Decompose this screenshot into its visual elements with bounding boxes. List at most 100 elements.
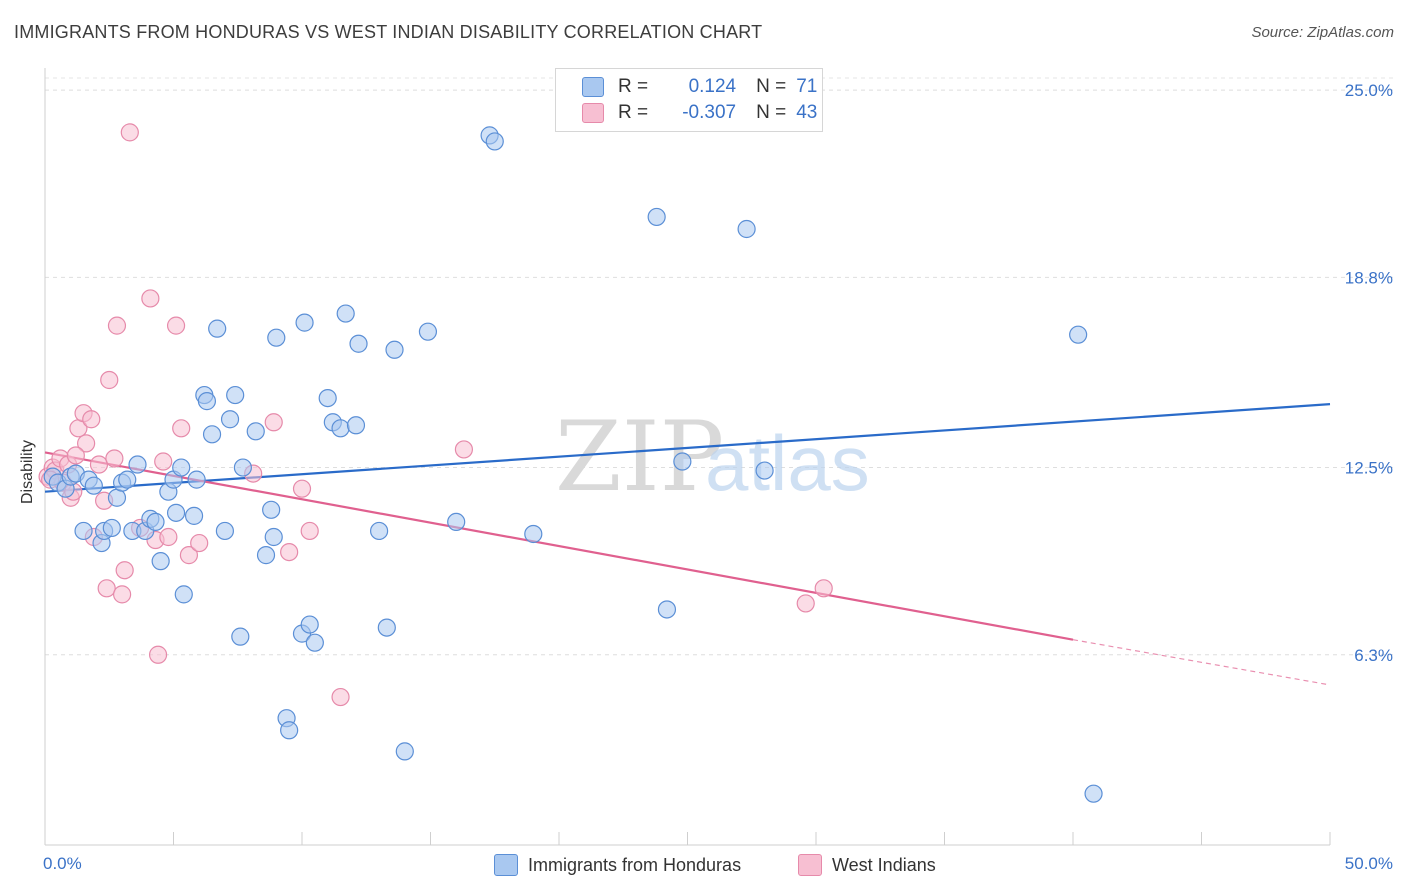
point-honduras <box>1069 325 1088 344</box>
point-honduras <box>318 388 337 408</box>
legend-r-label: R = <box>618 76 649 97</box>
point-honduras <box>166 503 186 522</box>
point-west-indian <box>115 561 134 580</box>
point-honduras <box>118 470 137 489</box>
point-honduras <box>737 219 756 239</box>
point-honduras <box>197 392 217 411</box>
y-tick-label: 18.8% <box>1345 268 1393 287</box>
point-honduras <box>233 458 252 477</box>
point-honduras <box>84 476 103 495</box>
point-west-indian <box>82 410 101 429</box>
point-west-indian <box>89 455 109 474</box>
point-honduras <box>215 521 234 541</box>
tick-labels: 6.3% 12.5% 18.8% 25.0% 0.0% 50.0% Disability <box>19 81 1393 873</box>
point-west-indian <box>264 413 283 432</box>
watermark: ZIP atlas <box>555 401 870 513</box>
point-west-indian <box>179 546 199 565</box>
point-honduras <box>1084 784 1103 803</box>
trend-line-west-indian <box>44 451 1074 641</box>
legend-r-label: R = <box>618 102 649 123</box>
point-west-indian <box>66 446 85 465</box>
point-honduras <box>647 207 666 227</box>
point-west-indian <box>112 585 132 604</box>
point-west-indian <box>166 316 186 335</box>
chart-title: IMMIGRANTS FROM HONDURAS VS WEST INDIAN … <box>14 22 763 42</box>
point-west-indian <box>100 370 119 390</box>
legend-label-honduras: Immigrants from Honduras <box>528 854 742 875</box>
point-honduras <box>231 627 250 646</box>
point-honduras <box>349 334 368 353</box>
x-tick-label-max: 50.0% <box>1345 854 1393 873</box>
legend-n-label: N = <box>756 102 787 123</box>
point-honduras <box>346 416 366 435</box>
point-honduras <box>370 521 389 541</box>
point-honduras <box>246 422 265 441</box>
point-honduras <box>267 328 286 347</box>
point-honduras <box>264 527 283 547</box>
source-label: Source: ZipAtlas.com <box>1251 24 1394 41</box>
point-honduras <box>74 521 93 541</box>
point-honduras <box>107 488 127 507</box>
axes <box>44 68 1331 846</box>
legend-swatch-blue <box>582 77 604 97</box>
y-tick-label: 12.5% <box>1345 459 1393 478</box>
point-west-indian <box>120 123 139 142</box>
point-honduras <box>305 633 324 652</box>
point-honduras <box>151 552 170 571</box>
point-honduras <box>187 470 206 489</box>
point-honduras <box>377 618 396 637</box>
point-honduras <box>447 512 466 532</box>
point-west-indian <box>814 579 833 598</box>
point-honduras <box>673 452 692 471</box>
point-honduras <box>300 615 319 634</box>
gridlines <box>45 77 1395 656</box>
point-honduras <box>485 132 504 151</box>
correlation-legend: R = 0.124 N = 71 R = -0.307 N = 43 <box>555 68 823 132</box>
point-honduras <box>256 546 276 565</box>
point-honduras <box>262 500 281 519</box>
point-honduras <box>202 425 222 444</box>
legend-r-value: 0.124 <box>688 76 737 97</box>
point-west-indian <box>154 452 173 471</box>
legend-n-value: 71 <box>796 76 818 97</box>
legend-swatch-blue <box>494 854 518 876</box>
point-honduras <box>172 458 191 477</box>
point-west-indian <box>105 449 124 468</box>
point-west-indian <box>796 594 815 613</box>
point-honduras <box>395 742 414 761</box>
point-west-indian <box>280 542 299 562</box>
legend-n-label: N = <box>756 76 787 97</box>
legend-row-westindian: R = -0.307 N = 43 <box>556 100 817 126</box>
point-west-indian <box>172 419 191 438</box>
point-honduras <box>280 721 299 740</box>
point-honduras <box>385 340 404 359</box>
y-tick-label: 6.3% <box>1354 646 1393 665</box>
point-west-indian <box>300 521 319 541</box>
point-honduras <box>657 600 677 619</box>
point-honduras <box>336 304 355 323</box>
trend-line-west-indian-extension <box>1072 639 1331 686</box>
point-west-indian <box>107 316 127 335</box>
data-points <box>38 123 1103 803</box>
point-honduras <box>174 585 193 604</box>
legend-item-westindians: West Indians <box>798 852 936 878</box>
point-honduras <box>755 461 774 480</box>
point-honduras <box>128 455 147 474</box>
point-honduras <box>208 319 227 338</box>
point-honduras <box>331 419 350 438</box>
point-honduras <box>220 410 240 429</box>
point-honduras <box>102 518 121 538</box>
point-honduras <box>418 322 438 341</box>
point-west-indian <box>331 687 350 707</box>
point-west-indian <box>141 289 160 308</box>
legend-swatch-pink <box>582 103 604 123</box>
point-honduras <box>146 512 165 532</box>
legend-label-westindians: West Indians <box>832 854 936 875</box>
watermark-zip: ZIP <box>555 401 724 513</box>
y-axis-label: Disability <box>19 440 36 504</box>
point-west-indian <box>292 479 312 498</box>
x-tick-label-min: 0.0% <box>43 854 82 873</box>
point-west-indian <box>159 527 178 547</box>
point-honduras <box>295 313 314 332</box>
